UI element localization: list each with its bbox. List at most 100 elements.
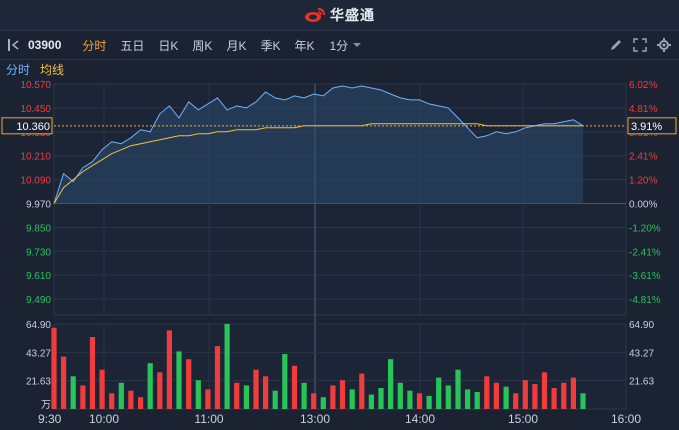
expand-icon[interactable] xyxy=(633,38,647,52)
title-bar: 华盛通 xyxy=(0,0,679,31)
volume-bar xyxy=(99,369,105,409)
volume-tick-label: 21.63 xyxy=(26,377,51,388)
volume-bar xyxy=(157,372,163,409)
tab-weekly-k[interactable]: 周K xyxy=(192,38,213,53)
collapse-sidebar-icon[interactable] xyxy=(6,37,22,53)
volume-bar xyxy=(320,397,326,409)
tab-intraday[interactable]: 分时 xyxy=(82,38,107,53)
current-change-label: 3.91% xyxy=(631,121,662,133)
volume-bar xyxy=(80,385,86,409)
volume-bar xyxy=(416,393,423,409)
volume-bar xyxy=(330,385,336,409)
volume-bar xyxy=(147,363,153,409)
volume-bar xyxy=(359,373,365,409)
pct-tick-label: 0.00% xyxy=(629,199,657,210)
chart-legend: 分时 均线 xyxy=(6,61,64,78)
stock-code: 03900 xyxy=(28,38,62,52)
toolbar-divider xyxy=(0,59,679,60)
tab-daily-k[interactable]: 日K xyxy=(158,38,179,53)
price-tick-label: 10.090 xyxy=(20,176,51,187)
volume-bar xyxy=(484,376,490,409)
volume-bar xyxy=(570,377,576,409)
volume-bar xyxy=(580,393,586,409)
volume-bar xyxy=(541,372,548,409)
volume-bar xyxy=(465,389,471,409)
volume-bar xyxy=(445,385,451,409)
volume-tick-label: 64.90 xyxy=(629,320,654,331)
volume-bar xyxy=(109,393,115,409)
time-tick-label: 14:00 xyxy=(405,412,435,426)
current-change-box xyxy=(627,117,677,135)
interval-value: 1分 xyxy=(329,38,349,53)
huasheng-logo-icon xyxy=(305,8,325,22)
volume-bar xyxy=(551,388,557,409)
legend-price-line: 分时 xyxy=(6,63,31,77)
time-tick-label: 9:30 xyxy=(38,412,62,426)
pct-tick-label: -2.41% xyxy=(629,247,661,258)
volume-bar xyxy=(70,376,76,409)
volume-bar xyxy=(195,380,201,409)
volume-bar xyxy=(128,390,134,409)
price-tick-label: 9.610 xyxy=(26,271,51,282)
tab-monthly-k[interactable]: 月K xyxy=(226,38,247,53)
legend-avg-line: 均线 xyxy=(40,63,65,77)
price-tick-label: 10.210 xyxy=(20,152,51,163)
pct-tick-label: 6.02% xyxy=(629,80,657,91)
volume-bar xyxy=(349,389,355,409)
price-tick-label: 10.450 xyxy=(20,104,51,115)
time-tick-label: 15:00 xyxy=(508,412,538,426)
volume-bar xyxy=(89,337,96,409)
volume-bar xyxy=(339,380,346,409)
price-area xyxy=(54,86,583,204)
brand-name: 华盛通 xyxy=(330,7,375,23)
time-tick-label: 10:00 xyxy=(89,412,119,426)
price-tick-label: 9.970 xyxy=(26,199,51,210)
volume-bar xyxy=(522,380,528,409)
volume-bar xyxy=(368,394,374,409)
tab-five-day[interactable]: 五日 xyxy=(120,38,145,53)
volume-tick-label: 43.27 xyxy=(26,348,51,359)
tab-quarterly-k[interactable]: 季K xyxy=(260,38,281,53)
volume-bar xyxy=(166,330,172,409)
volume-bar xyxy=(532,384,538,409)
interval-select[interactable]: 1分 xyxy=(329,37,362,54)
time-tick-label: 11:00 xyxy=(194,412,223,426)
tab-yearly-k[interactable]: 年K xyxy=(294,38,315,53)
time-tick-label: 13:00 xyxy=(300,412,330,426)
volume-bar xyxy=(436,377,442,409)
settings-icon[interactable] xyxy=(657,38,671,52)
volume-bar xyxy=(378,388,384,409)
volume-bar xyxy=(243,385,249,409)
volume-bar xyxy=(311,393,317,409)
volume-bar xyxy=(388,359,394,409)
volume-bar xyxy=(224,323,230,409)
volume-bar xyxy=(186,359,192,409)
pct-tick-label: 4.81% xyxy=(629,104,657,115)
toolbar: 03900 分时 五日 日K 周K 月K 季K 年K 1分 xyxy=(0,31,679,59)
volume-bar xyxy=(397,382,403,409)
volume-bar xyxy=(282,354,288,409)
volume-bar xyxy=(407,390,413,409)
pencil-icon[interactable] xyxy=(609,38,623,52)
volume-bar xyxy=(513,393,519,409)
volume-bar xyxy=(455,369,461,409)
volume-bar xyxy=(291,365,298,409)
volume-tick-label: 21.63 xyxy=(629,377,654,388)
price-tick-label: 9.850 xyxy=(26,223,51,234)
volume-bar xyxy=(51,327,57,409)
volume-bar xyxy=(263,376,269,409)
price-tick-label: 10.570 xyxy=(20,80,51,91)
volume-bar xyxy=(234,382,240,409)
volume-bar xyxy=(176,351,182,409)
current-price-box xyxy=(1,117,53,135)
volume-bar xyxy=(253,369,259,409)
price-tick-label: 9.490 xyxy=(26,295,51,306)
pct-tick-label: 1.20% xyxy=(629,176,657,187)
volume-bar xyxy=(214,346,221,409)
volume-bar xyxy=(205,389,211,409)
chevron-down-icon xyxy=(353,43,362,47)
volume-bar xyxy=(272,390,278,409)
pct-tick-label: -1.20% xyxy=(629,223,661,234)
intraday-chart[interactable]: 10.5706.02%10.4504.81%10.3303.61%10.2102… xyxy=(0,78,679,430)
volume-bar xyxy=(138,397,144,409)
